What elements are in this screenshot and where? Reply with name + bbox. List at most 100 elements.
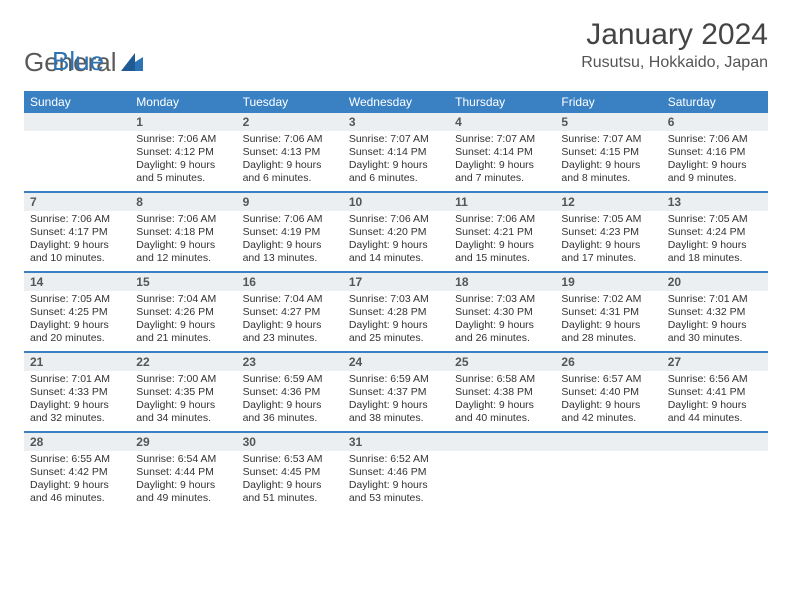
day-number: 3 [343, 113, 449, 131]
detail-line: and 13 minutes. [243, 252, 337, 265]
dayname-thursday: Thursday [449, 91, 555, 113]
detail-line: Daylight: 9 hours [349, 479, 443, 492]
detail-line: Sunrise: 7:06 AM [349, 213, 443, 226]
detail-line: Daylight: 9 hours [243, 399, 337, 412]
detail-line: Daylight: 9 hours [668, 319, 762, 332]
detail-line: and 6 minutes. [349, 172, 443, 185]
detail-line: Daylight: 9 hours [561, 319, 655, 332]
detail-line: and 51 minutes. [243, 492, 337, 505]
calendar-cell-empty [662, 433, 768, 511]
detail-line: Sunset: 4:25 PM [30, 306, 124, 319]
day-number: 5 [555, 113, 661, 131]
day-details: Sunrise: 7:03 AMSunset: 4:28 PMDaylight:… [343, 291, 449, 350]
day-details: Sunrise: 7:04 AMSunset: 4:27 PMDaylight:… [237, 291, 343, 350]
calendar-cell-empty [555, 433, 661, 511]
detail-line: and 9 minutes. [668, 172, 762, 185]
detail-line: and 20 minutes. [30, 332, 124, 345]
detail-line: Daylight: 9 hours [349, 399, 443, 412]
detail-line: Sunrise: 6:55 AM [30, 453, 124, 466]
detail-line: and 28 minutes. [561, 332, 655, 345]
detail-line: Daylight: 9 hours [668, 399, 762, 412]
detail-line: Sunrise: 7:05 AM [561, 213, 655, 226]
day-details: Sunrise: 6:53 AMSunset: 4:45 PMDaylight:… [237, 451, 343, 510]
detail-line: Daylight: 9 hours [136, 319, 230, 332]
detail-line: Daylight: 9 hours [243, 239, 337, 252]
logo-text-part2: Blue [52, 46, 104, 77]
calendar-cell: 4Sunrise: 7:07 AMSunset: 4:14 PMDaylight… [449, 113, 555, 191]
calendar-cell: 19Sunrise: 7:02 AMSunset: 4:31 PMDayligh… [555, 273, 661, 351]
detail-line: Sunrise: 7:06 AM [136, 213, 230, 226]
detail-line: Sunset: 4:27 PM [243, 306, 337, 319]
day-number: 25 [449, 353, 555, 371]
day-number: 14 [24, 273, 130, 291]
calendar-cell: 15Sunrise: 7:04 AMSunset: 4:26 PMDayligh… [130, 273, 236, 351]
detail-line: and 5 minutes. [136, 172, 230, 185]
detail-line: Sunrise: 7:06 AM [30, 213, 124, 226]
week-row: 7Sunrise: 7:06 AMSunset: 4:17 PMDaylight… [24, 193, 768, 273]
day-number [24, 113, 130, 131]
detail-line: and 36 minutes. [243, 412, 337, 425]
detail-line: Sunrise: 7:04 AM [243, 293, 337, 306]
logo-mark-icon [121, 47, 143, 78]
detail-line: Sunrise: 6:58 AM [455, 373, 549, 386]
detail-line: Sunrise: 7:01 AM [668, 293, 762, 306]
detail-line: and 40 minutes. [455, 412, 549, 425]
title-block: January 2024 Rusutsu, Hokkaido, Japan [581, 18, 768, 78]
detail-line: Sunrise: 7:04 AM [136, 293, 230, 306]
dayname-saturday: Saturday [662, 91, 768, 113]
detail-line: Sunset: 4:16 PM [668, 146, 762, 159]
day-details: Sunrise: 6:54 AMSunset: 4:44 PMDaylight:… [130, 451, 236, 510]
detail-line: and 8 minutes. [561, 172, 655, 185]
detail-line: and 14 minutes. [349, 252, 443, 265]
calendar-cell: 12Sunrise: 7:05 AMSunset: 4:23 PMDayligh… [555, 193, 661, 271]
detail-line: Sunset: 4:18 PM [136, 226, 230, 239]
day-number: 15 [130, 273, 236, 291]
day-number: 19 [555, 273, 661, 291]
day-details: Sunrise: 7:02 AMSunset: 4:31 PMDaylight:… [555, 291, 661, 350]
detail-line: Sunrise: 6:57 AM [561, 373, 655, 386]
detail-line: Sunset: 4:24 PM [668, 226, 762, 239]
detail-line: Sunrise: 7:01 AM [30, 373, 124, 386]
day-details: Sunrise: 7:05 AMSunset: 4:23 PMDaylight:… [555, 211, 661, 270]
day-number: 16 [237, 273, 343, 291]
detail-line: and 42 minutes. [561, 412, 655, 425]
week-row: 28Sunrise: 6:55 AMSunset: 4:42 PMDayligh… [24, 433, 768, 511]
detail-line: Sunset: 4:36 PM [243, 386, 337, 399]
calendar-cell: 11Sunrise: 7:06 AMSunset: 4:21 PMDayligh… [449, 193, 555, 271]
week-row: 1Sunrise: 7:06 AMSunset: 4:12 PMDaylight… [24, 113, 768, 193]
detail-line: Daylight: 9 hours [136, 399, 230, 412]
day-number: 18 [449, 273, 555, 291]
calendar-cell: 5Sunrise: 7:07 AMSunset: 4:15 PMDaylight… [555, 113, 661, 191]
detail-line: Sunset: 4:15 PM [561, 146, 655, 159]
day-details: Sunrise: 6:57 AMSunset: 4:40 PMDaylight:… [555, 371, 661, 430]
day-number: 20 [662, 273, 768, 291]
calendar-cell: 27Sunrise: 6:56 AMSunset: 4:41 PMDayligh… [662, 353, 768, 431]
calendar-cell: 2Sunrise: 7:06 AMSunset: 4:13 PMDaylight… [237, 113, 343, 191]
day-number: 21 [24, 353, 130, 371]
detail-line: Daylight: 9 hours [30, 399, 124, 412]
day-details: Sunrise: 7:00 AMSunset: 4:35 PMDaylight:… [130, 371, 236, 430]
detail-line: Daylight: 9 hours [455, 239, 549, 252]
calendar-cell: 23Sunrise: 6:59 AMSunset: 4:36 PMDayligh… [237, 353, 343, 431]
weeks-container: 1Sunrise: 7:06 AMSunset: 4:12 PMDaylight… [24, 113, 768, 511]
detail-line: Sunrise: 7:03 AM [349, 293, 443, 306]
calendar-cell: 7Sunrise: 7:06 AMSunset: 4:17 PMDaylight… [24, 193, 130, 271]
detail-line: Sunrise: 7:00 AM [136, 373, 230, 386]
day-number [555, 433, 661, 451]
calendar: SundayMondayTuesdayWednesdayThursdayFrid… [24, 91, 768, 511]
day-details [555, 451, 661, 457]
day-details: Sunrise: 7:06 AMSunset: 4:20 PMDaylight:… [343, 211, 449, 270]
detail-line: and 44 minutes. [668, 412, 762, 425]
detail-line: and 26 minutes. [455, 332, 549, 345]
detail-line: Daylight: 9 hours [349, 319, 443, 332]
day-details: Sunrise: 7:05 AMSunset: 4:25 PMDaylight:… [24, 291, 130, 350]
calendar-cell: 31Sunrise: 6:52 AMSunset: 4:46 PMDayligh… [343, 433, 449, 511]
detail-line: and 32 minutes. [30, 412, 124, 425]
detail-line: and 12 minutes. [136, 252, 230, 265]
detail-line: Daylight: 9 hours [30, 239, 124, 252]
calendar-cell: 13Sunrise: 7:05 AMSunset: 4:24 PMDayligh… [662, 193, 768, 271]
day-number: 24 [343, 353, 449, 371]
detail-line: Sunset: 4:31 PM [561, 306, 655, 319]
detail-line: Sunset: 4:37 PM [349, 386, 443, 399]
day-number: 26 [555, 353, 661, 371]
